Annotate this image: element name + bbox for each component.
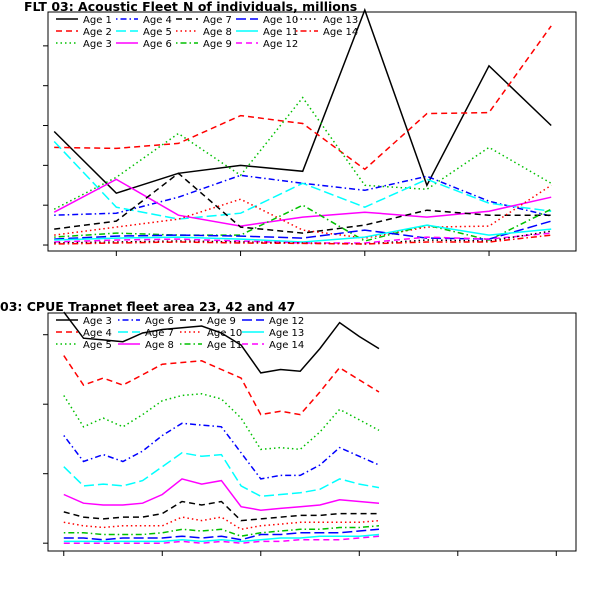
chart-subtitle: N of individuals, millions xyxy=(183,0,357,14)
series-line-age-3 xyxy=(63,311,380,374)
legend-label-age-5: Age 5 xyxy=(143,27,172,38)
series-line-age-9 xyxy=(63,500,379,522)
legend-label-age-7: Age 7 xyxy=(203,15,232,26)
legend-label-age-8: Age 8 xyxy=(145,340,174,351)
series-line-age-12 xyxy=(54,232,552,244)
chart-title: FLT 03: Acoustic Fleet xyxy=(24,0,178,14)
legend-label-age-4: Age 4 xyxy=(143,15,172,26)
plot-frame xyxy=(47,312,577,552)
series-line-age-6 xyxy=(63,422,380,480)
legend-label-age-10: Age 10 xyxy=(207,328,242,339)
series-line-age-7 xyxy=(54,172,552,234)
legend-label-age-3: Age 3 xyxy=(83,316,112,327)
series-line-age-13 xyxy=(63,533,380,543)
series-line-age-14 xyxy=(54,234,552,245)
series-line-age-8 xyxy=(63,478,380,511)
legend-label-age-14: Age 14 xyxy=(269,340,304,351)
legend-label-age-12: Age 12 xyxy=(263,39,298,50)
legend-label-age-9: Age 9 xyxy=(203,39,232,50)
series-line-age-5 xyxy=(63,393,380,451)
plot-frame xyxy=(47,11,577,252)
series-line-age-14 xyxy=(63,535,380,544)
series-line-age-4 xyxy=(63,355,380,416)
legend-label-age-5: Age 5 xyxy=(83,340,112,351)
legend-label-age-6: Age 6 xyxy=(145,316,174,327)
series-line-age-7 xyxy=(63,452,380,498)
legend-label-age-4: Age 4 xyxy=(83,328,112,339)
series-line-age-11 xyxy=(63,525,380,537)
legend-label-age-13: Age 13 xyxy=(269,328,304,339)
chart-title: 03: CPUE Trapnet fleet area 23, 42 and 4… xyxy=(0,299,295,314)
series-line-age-6 xyxy=(53,178,552,227)
series-line-age-12 xyxy=(63,528,380,541)
series-line-age-2 xyxy=(54,25,552,171)
legend-label-age-9: Age 9 xyxy=(207,316,236,327)
series-line-age-5 xyxy=(53,140,552,220)
series-line-age-11 xyxy=(54,224,552,243)
legend-label-age-13: Age 13 xyxy=(323,15,358,26)
legend-label-age-12: Age 12 xyxy=(269,316,304,327)
legend-label-age-2: Age 2 xyxy=(83,27,112,38)
series-line-age-4 xyxy=(54,174,552,217)
series-line-age-3 xyxy=(53,96,552,210)
legend-label-age-10: Age 10 xyxy=(263,15,298,26)
legend-label-age-8: Age 8 xyxy=(203,27,232,38)
legend-label-age-7: Age 7 xyxy=(145,328,174,339)
series-line-age-1 xyxy=(53,7,552,195)
legend-label-age-14: Age 14 xyxy=(323,27,358,38)
legend-label-age-11: Age 11 xyxy=(207,340,242,351)
legend-label-age-6: Age 6 xyxy=(143,39,172,50)
legend-label-age-3: Age 3 xyxy=(83,39,112,50)
legend-label-age-1: Age 1 xyxy=(83,15,112,26)
legend-label-age-11: Age 11 xyxy=(263,27,298,38)
